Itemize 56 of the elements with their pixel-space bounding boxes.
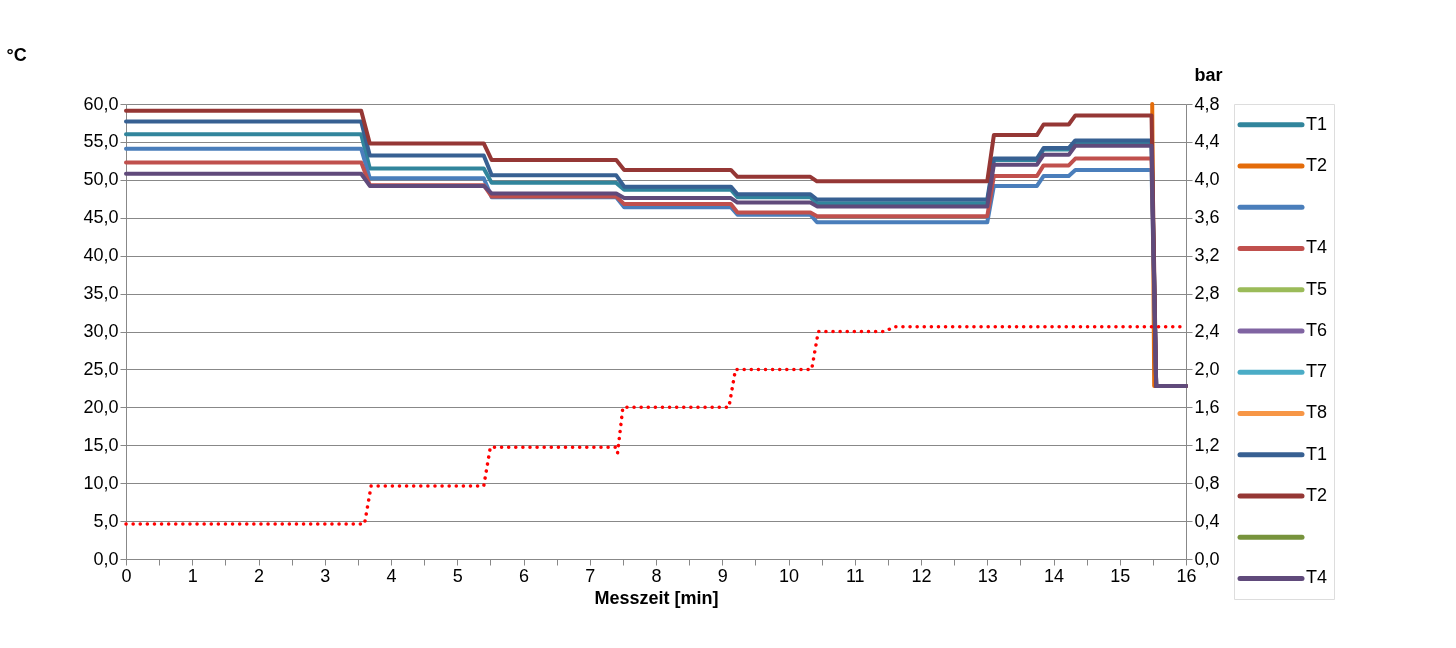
legend-label: T4 <box>1306 237 1328 258</box>
x-tick-label: 11 <box>845 565 865 586</box>
legend-label: T2 <box>1306 484 1328 505</box>
x-tick-label: 15 <box>1110 565 1131 586</box>
x-tick-label: 7 <box>585 565 596 586</box>
x-tick-label: 4 <box>386 565 397 586</box>
x-axis-title: Messzeit [min] <box>594 587 719 608</box>
x-tick-label: 12 <box>911 565 932 586</box>
legend-label: T1 <box>1306 443 1328 464</box>
y-tick-label: 5,0 <box>93 510 119 531</box>
x-tick-label: 3 <box>320 565 331 586</box>
y2-tick-label: 0,4 <box>1194 510 1220 531</box>
y2-tick-label: 3,2 <box>1194 245 1220 266</box>
x-tick-label: 9 <box>717 565 728 586</box>
x-tick-label: 0 <box>121 565 132 586</box>
legend-label: T2 <box>1306 154 1328 175</box>
x-tick-label: 2 <box>253 565 265 586</box>
x-tick-label: 13 <box>977 565 998 586</box>
legend-label: T4 <box>1306 567 1328 588</box>
y-tick-label: 25,0 <box>83 358 119 379</box>
y-tick-label: 40,0 <box>83 245 119 266</box>
y-tick-label: 45,0 <box>83 207 119 228</box>
x-tick-label: 8 <box>651 565 662 586</box>
x-tick-label: 14 <box>1043 565 1065 586</box>
x-tick-label: 5 <box>452 565 463 586</box>
y-tick-label: 20,0 <box>83 396 119 417</box>
legend-label: T8 <box>1306 402 1328 423</box>
y2-tick-label: 2,0 <box>1194 358 1220 379</box>
y2-tick-label: 4,4 <box>1194 131 1220 152</box>
y2-axis-title: bar <box>1194 64 1223 85</box>
y2-tick-label: 4,0 <box>1194 169 1220 190</box>
legend-label: T7 <box>1306 361 1328 382</box>
y2-tick-label: 0,8 <box>1194 472 1220 493</box>
legend-label: T5 <box>1306 278 1328 299</box>
y2-tick-label: 4,8 <box>1194 93 1220 114</box>
legend-label: T6 <box>1306 319 1328 340</box>
y2-tick-label: 2,4 <box>1194 321 1220 341</box>
y2-tick-label: 1,2 <box>1194 434 1220 455</box>
y-axis-title: °C <box>6 44 27 65</box>
y-tick-label: 60,0 <box>83 93 119 114</box>
y-tick-label: 35,0 <box>83 283 119 304</box>
y-tick-label: 30,0 <box>83 321 119 341</box>
x-tick-label: 10 <box>778 565 800 586</box>
legend-label: T1 <box>1306 113 1328 134</box>
y-tick-label: 55,0 <box>83 131 119 152</box>
x-tick-label: 1 <box>187 565 198 586</box>
x-tick-label: 16 <box>1176 565 1197 586</box>
y2-tick-label: 3,6 <box>1194 207 1220 228</box>
y2-tick-label: 1,6 <box>1194 396 1220 417</box>
y-tick-label: 0,0 <box>93 548 119 569</box>
y-tick-label: 50,0 <box>83 169 119 190</box>
y-tick-label: 15,0 <box>83 434 119 455</box>
y2-tick-label: 2,8 <box>1194 283 1220 304</box>
y2-tick-label: 0,0 <box>1194 548 1220 569</box>
y-tick-label: 10,0 <box>83 472 119 493</box>
x-tick-label: 6 <box>518 565 530 586</box>
